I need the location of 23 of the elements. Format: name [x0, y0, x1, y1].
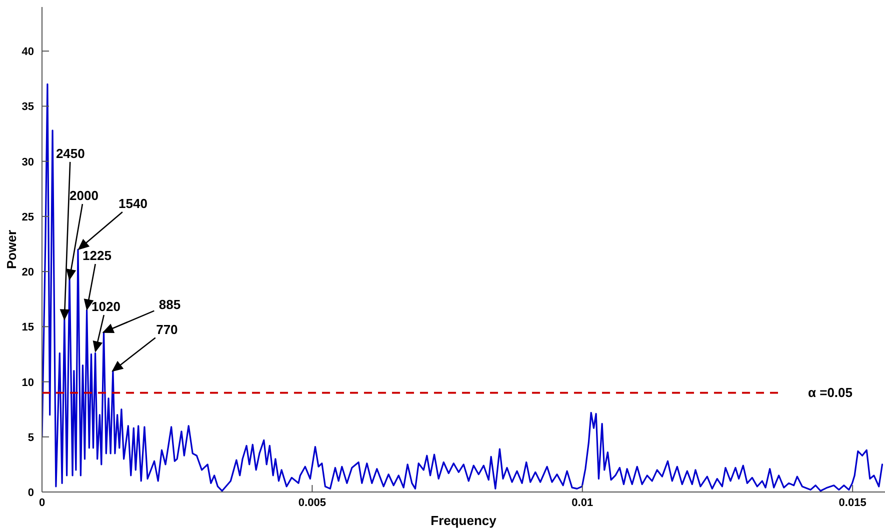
y-tick-label: 5	[28, 432, 34, 444]
annotation: 1225	[82, 248, 112, 263]
x-tick-label: 0	[38, 497, 46, 509]
y-tick-label: 35	[22, 101, 34, 114]
annotation: 885	[158, 297, 181, 312]
x-tick-label: 0.005	[298, 497, 326, 509]
y-axis-title: Power	[4, 230, 19, 270]
x-axis-title: Frequency	[430, 513, 498, 528]
x-tick-label: 0.01	[572, 497, 594, 509]
y-tick-label: 10	[22, 376, 34, 389]
x-tick-label: 0.015	[838, 497, 866, 509]
y-tick-label: 15	[22, 322, 34, 334]
annotation: α =0.05	[808, 385, 852, 400]
annotation: 2450	[56, 146, 85, 161]
annotation: 770	[156, 322, 178, 337]
y-tick-label: 20	[22, 266, 34, 279]
y-tick-label: 25	[22, 211, 34, 224]
y-tick-label: 40	[22, 46, 34, 58]
annotation: 2000	[70, 188, 98, 203]
y-tick-label: 30	[22, 156, 34, 168]
annotation: 1540	[118, 196, 148, 211]
y-tick-label: 0	[28, 487, 34, 499]
annotation: 1020	[92, 299, 120, 314]
